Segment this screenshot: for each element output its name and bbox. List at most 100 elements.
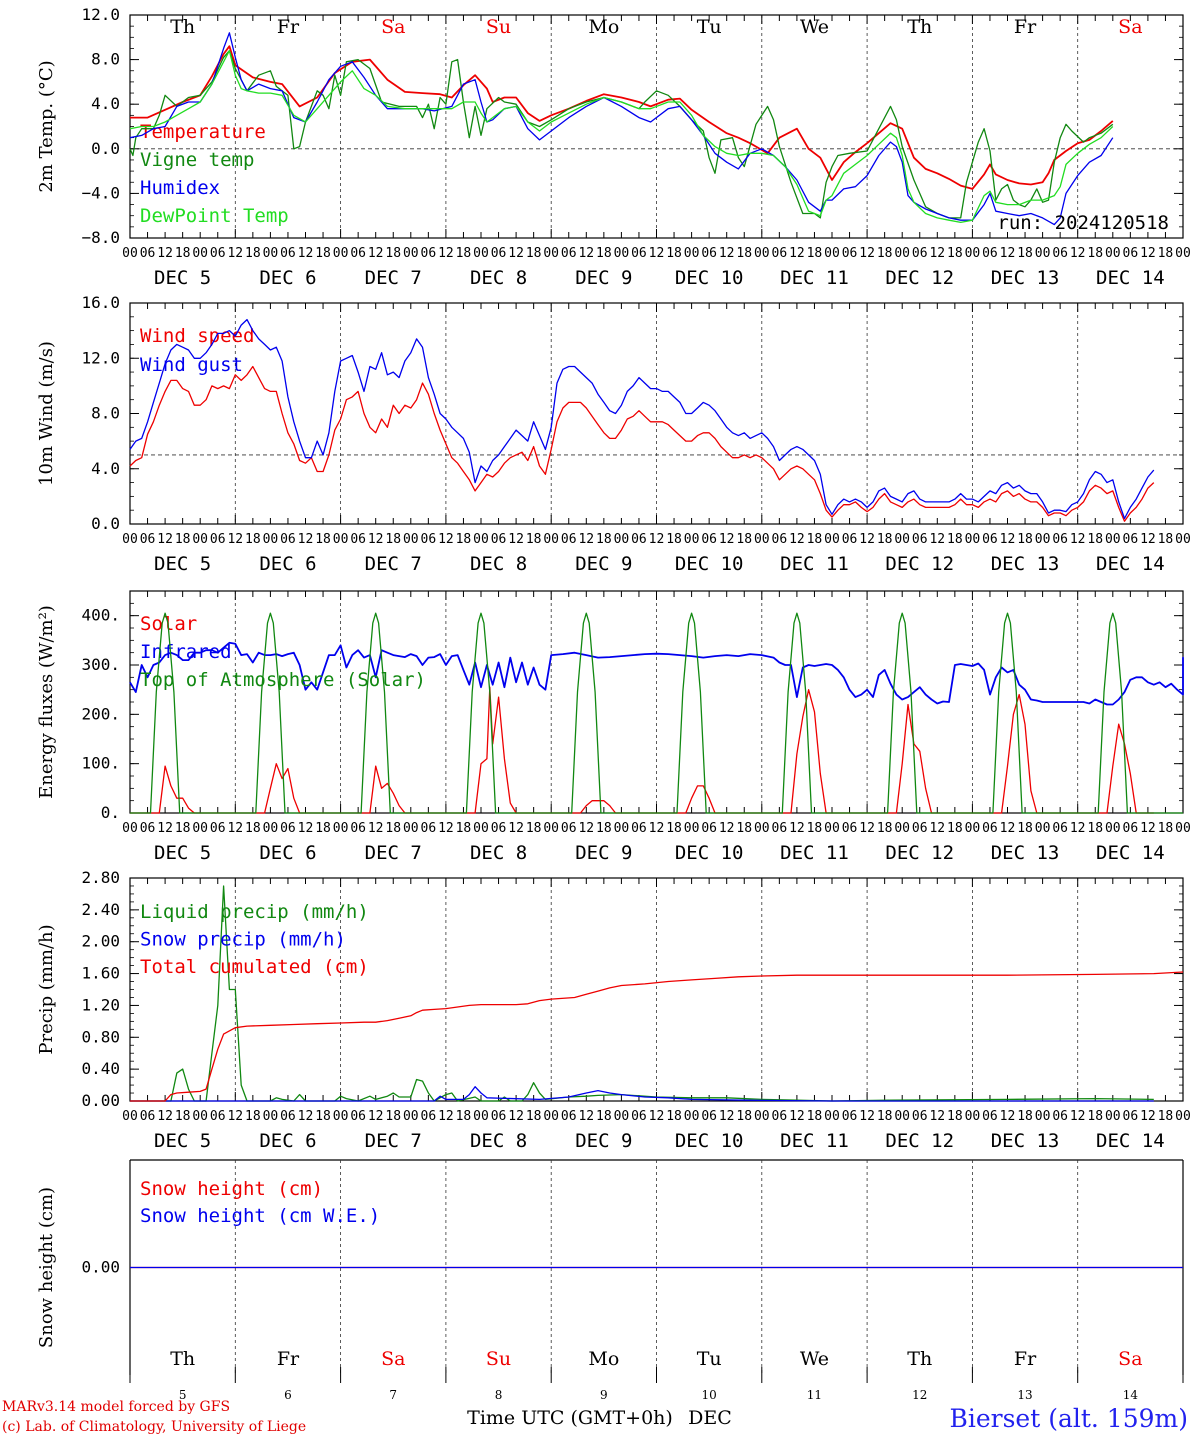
x-hour-label: 12 [859, 246, 875, 261]
y-tick-label: −8.0 [81, 228, 120, 247]
x-hour-label: 06 [421, 246, 437, 261]
x-hour-label: 12 [368, 246, 384, 261]
x-hour-label: 06 [491, 821, 507, 836]
weekday-label: Th [907, 16, 932, 38]
x-hour-label: 00 [122, 246, 138, 261]
x-hour-label: 18 [175, 1109, 191, 1124]
x-hour-label: 12 [1140, 246, 1156, 261]
x-date-label: DEC 7 [365, 842, 422, 864]
x-hour-label: 00 [1105, 246, 1121, 261]
x-hour-label: 18 [596, 246, 612, 261]
x-date-label: DEC 10 [675, 1130, 744, 1152]
legend-entry: Top of Atmosphere (Solar) [140, 669, 426, 691]
x-hour-label: 12 [298, 1109, 314, 1124]
x-hour-label: 00 [684, 821, 700, 836]
x-hour-label: 12 [368, 821, 384, 836]
y-tick-label: 12.0 [81, 348, 120, 367]
x-hour-label: 12 [929, 246, 945, 261]
x-hour-label: 18 [877, 246, 893, 261]
x-hour-label: 12 [859, 1109, 875, 1124]
x-day-number: 11 [807, 1388, 822, 1402]
weekday-label: Fr [277, 16, 300, 38]
x-hour-label: 00 [684, 1109, 700, 1124]
x-day-number: 13 [1017, 1388, 1032, 1402]
x-hour-label: 18 [877, 1109, 893, 1124]
x-date-label: DEC 11 [780, 553, 849, 575]
x-hour-label: 12 [157, 1109, 173, 1124]
x-hour-label: 00 [263, 821, 279, 836]
x-hour-label: 06 [491, 1109, 507, 1124]
x-hour-label: 12 [298, 821, 314, 836]
x-date-label: DEC 7 [365, 553, 422, 575]
x-hour-label: 00 [754, 246, 770, 261]
x-hour-label: 12 [789, 532, 805, 547]
x-hour-label: 18 [315, 532, 331, 547]
y-tick-label: 2.40 [81, 900, 120, 919]
x-axis-dec-label: DEC [688, 1407, 732, 1429]
y-tick-label: 400. [81, 606, 120, 625]
legend-entry: Wind gust [140, 354, 243, 376]
x-hour-label: 00 [894, 532, 910, 547]
x-hour-label: 12 [1140, 532, 1156, 547]
y-tick-label: 0.0 [91, 514, 120, 533]
x-hour-label: 06 [842, 532, 858, 547]
x-date-label: DEC 8 [470, 1130, 527, 1152]
x-hour-label: 00 [1035, 532, 1051, 547]
y-tick-label: 0.80 [81, 1027, 120, 1046]
series-line [130, 686, 1154, 814]
x-hour-label: 06 [982, 821, 998, 836]
x-hour-label: 12 [1000, 1109, 1016, 1124]
x-hour-label: 06 [631, 821, 647, 836]
x-hour-label: 00 [824, 532, 840, 547]
x-hour-label: 00 [473, 821, 489, 836]
x-hour-label: 06 [561, 1109, 577, 1124]
x-hour-label: 18 [245, 1109, 261, 1124]
legend-entry: Total cumulated (cm) [140, 956, 369, 978]
x-hour-label: 18 [1017, 246, 1033, 261]
legend-entry: Wind speed [140, 325, 254, 347]
lab-credit-line: (c) Lab. of Climatology, University of L… [2, 1419, 307, 1435]
x-hour-label: 06 [701, 1109, 717, 1124]
x-hour-label: 00 [1105, 821, 1121, 836]
x-date-label: DEC 13 [991, 553, 1060, 575]
x-hour-label: 06 [210, 532, 226, 547]
x-hour-label: 06 [912, 1109, 928, 1124]
x-hour-label: 12 [1070, 532, 1086, 547]
x-hour-label: 06 [631, 1109, 647, 1124]
x-hour-label: 00 [754, 1109, 770, 1124]
x-date-label: DEC 5 [154, 842, 211, 864]
x-hour-label: 18 [526, 246, 542, 261]
y-tick-label: 0.0 [91, 139, 120, 158]
x-hour-label: 06 [1052, 821, 1068, 836]
x-hour-label: 06 [421, 821, 437, 836]
x-hour-label: 00 [1105, 532, 1121, 547]
x-date-label: DEC 9 [575, 1130, 632, 1152]
x-hour-label: 00 [473, 1109, 489, 1124]
x-hour-label: 06 [1052, 246, 1068, 261]
x-hour-label: 18 [245, 532, 261, 547]
x-hour-label: 18 [807, 532, 823, 547]
x-date-label: DEC 9 [575, 553, 632, 575]
x-hour-label: 12 [508, 246, 524, 261]
x-hour-label: 06 [701, 246, 717, 261]
x-hour-label: 06 [280, 821, 296, 836]
x-day-number: 6 [284, 1388, 292, 1402]
weekday-label: Fr [1014, 16, 1037, 38]
x-hour-label: 00 [403, 246, 419, 261]
x-hour-label: 18 [456, 821, 472, 836]
x-hour-label: 12 [578, 1109, 594, 1124]
x-hour-label: 12 [227, 532, 243, 547]
x-hour-label: 18 [947, 821, 963, 836]
x-hour-label: 00 [122, 821, 138, 836]
x-hour-label: 12 [719, 821, 735, 836]
x-hour-label: 12 [929, 1109, 945, 1124]
x-hour-label: 00 [473, 532, 489, 547]
model-credit-line: MARv3.14 model forced by GFS [2, 1399, 231, 1415]
x-hour-label: 00 [333, 532, 349, 547]
x-hour-label: 12 [1070, 246, 1086, 261]
weekday-label: We [800, 16, 829, 38]
x-hour-label: 18 [807, 1109, 823, 1124]
x-hour-label: 00 [965, 821, 981, 836]
x-hour-label: 06 [912, 821, 928, 836]
x-hour-label: 06 [421, 1109, 437, 1124]
